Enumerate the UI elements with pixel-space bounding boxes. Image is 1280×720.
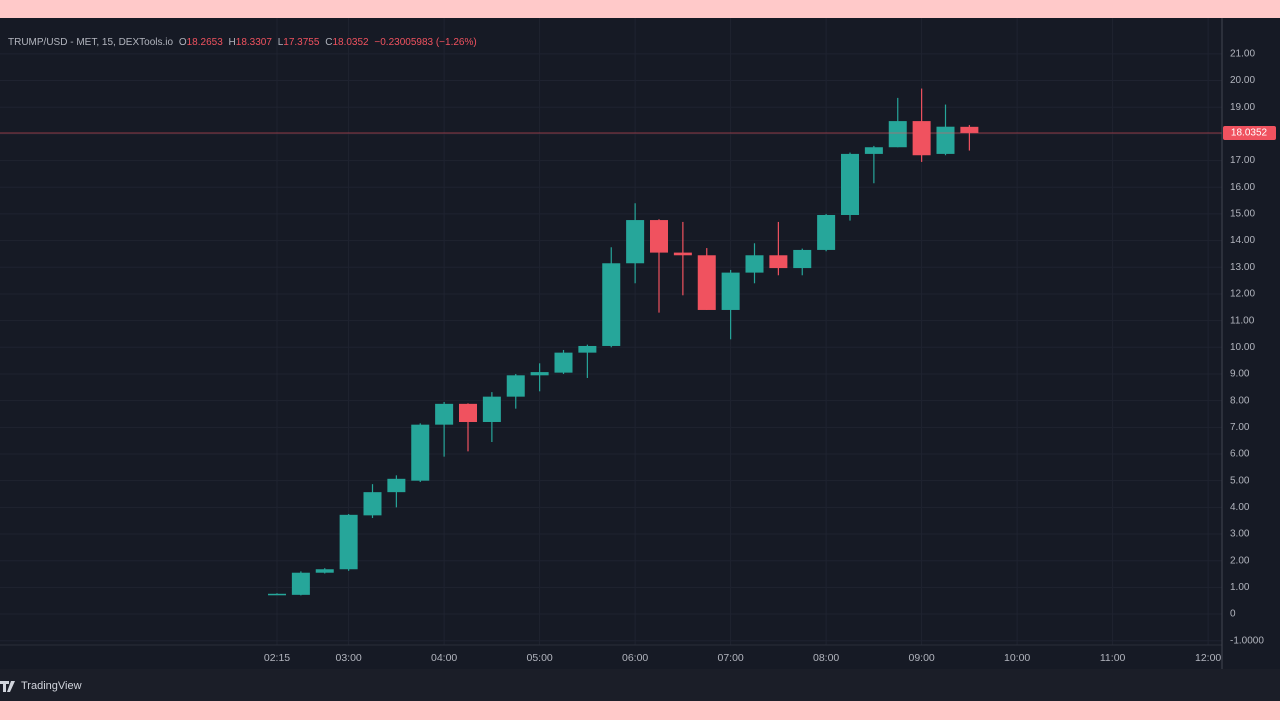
last-price-label: 18.0352 xyxy=(1231,128,1268,139)
candle-body xyxy=(793,249,812,269)
x-tick-label: 05:00 xyxy=(526,652,552,664)
candle-body xyxy=(411,424,430,481)
candle-body xyxy=(268,593,286,596)
y-tick-label: 3.00 xyxy=(1230,529,1250,540)
chart-background xyxy=(0,18,1280,701)
y-tick-label: 7.00 xyxy=(1230,422,1250,433)
open-value: 18.2653 xyxy=(187,37,224,48)
x-tick-label: 12:00 xyxy=(1195,652,1221,664)
candle-body xyxy=(459,403,477,422)
candle-body xyxy=(960,126,979,133)
y-tick-label: 12.00 xyxy=(1230,289,1255,300)
open-label: O xyxy=(179,37,187,48)
candle-body xyxy=(363,492,382,516)
candle-body xyxy=(888,121,907,148)
y-tick-label: 19.00 xyxy=(1230,102,1255,113)
candles xyxy=(0,88,1222,596)
x-tick-label: 09:00 xyxy=(908,652,934,664)
candle-body xyxy=(315,569,334,573)
y-tick-label: 17.00 xyxy=(1230,155,1255,166)
candle-body xyxy=(339,514,358,570)
candle-body xyxy=(650,220,668,253)
candle-body xyxy=(482,396,501,422)
y-tick-label: 5.00 xyxy=(1230,475,1250,486)
close-label: C xyxy=(325,37,332,48)
candle-body xyxy=(936,126,955,154)
candle-body xyxy=(912,121,931,156)
y-tick-label: 10.00 xyxy=(1230,342,1255,353)
y-tick-label: 4.00 xyxy=(1230,502,1250,513)
y-tick-label: 0 xyxy=(1230,609,1236,620)
candle-body xyxy=(769,255,788,269)
low-label: L xyxy=(278,37,284,48)
y-tick-label: 13.00 xyxy=(1230,262,1255,273)
x-tick-label: 08:00 xyxy=(813,652,839,664)
candle-body xyxy=(435,403,454,425)
candle-body xyxy=(817,214,836,250)
x-tick-label: 10:00 xyxy=(1004,652,1030,664)
y-tick-label: -1.0000 xyxy=(1230,635,1264,646)
y-tick-label: 6.00 xyxy=(1230,449,1250,460)
candle-body xyxy=(506,375,525,397)
price-axis: -1.0000 0 1.00 2.00 3.00 4.00 5.00 6.00 7.00 8.00… xyxy=(1223,49,1276,646)
candle-body xyxy=(697,255,716,310)
y-tick-label: 20.00 xyxy=(1230,75,1255,86)
time-axis: 02:15 03:00 04:00 05:00 06:00 07:00 08:00 09:00… xyxy=(264,652,1222,664)
x-tick-label: 07:00 xyxy=(717,652,743,664)
candle-body xyxy=(602,263,621,346)
x-tick-label: 03:00 xyxy=(335,652,361,664)
high-value: 18.3307 xyxy=(236,37,273,48)
candle-body xyxy=(578,345,597,353)
candle-body xyxy=(841,153,859,215)
high-label: H xyxy=(229,37,236,48)
footer-bar xyxy=(0,669,1280,701)
candle-body xyxy=(554,352,573,373)
candle-body xyxy=(864,147,883,154)
brand: TradingView xyxy=(21,680,82,692)
candle-body xyxy=(721,272,740,310)
x-tick-label: 04:00 xyxy=(431,652,457,664)
last-price-badge xyxy=(1223,125,1276,140)
candle-body xyxy=(387,478,406,493)
y-tick-label: 15.00 xyxy=(1230,209,1255,220)
legend-header: TRUMP/USD - MET, 15, DEXTools.io O18.265… xyxy=(8,37,477,48)
x-tick-label: 11:00 xyxy=(1100,652,1126,664)
x-tick-label: 06:00 xyxy=(622,652,648,664)
candle-body xyxy=(626,220,645,264)
y-tick-label: 14.00 xyxy=(1230,235,1255,246)
x-tick-label: 02:15 xyxy=(264,652,290,664)
candle-body xyxy=(673,252,692,256)
y-tick-label: 2.00 xyxy=(1230,555,1250,566)
brand-logo xyxy=(0,681,15,692)
symbol: TRUMP/USD - MET, 15, DEXTools.io xyxy=(8,37,173,48)
y-tick-label: 16.00 xyxy=(1230,182,1255,193)
change: −0.23005983 (−1.26%) xyxy=(374,37,476,48)
candle-body xyxy=(530,372,549,376)
y-tick-label: 8.00 xyxy=(1230,395,1250,406)
y-tick-label: 1.00 xyxy=(1230,582,1250,593)
low-value: 17.3755 xyxy=(283,37,320,48)
y-tick-label: 21.00 xyxy=(1230,49,1255,60)
candle-body xyxy=(291,572,310,595)
candle-body xyxy=(745,255,764,273)
y-tick-label: 11.00 xyxy=(1230,315,1255,326)
close-value: 18.0352 xyxy=(332,37,369,48)
y-tick-label: 9.00 xyxy=(1230,369,1250,380)
